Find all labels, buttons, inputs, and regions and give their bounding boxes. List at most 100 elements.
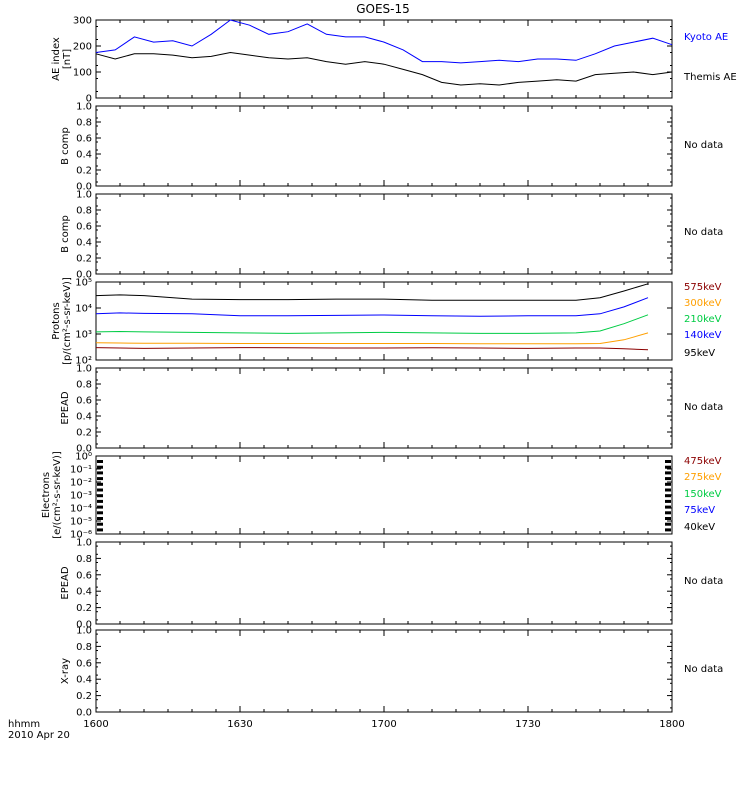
x-axis-corner-label: hhmm bbox=[8, 719, 40, 730]
protons-ylabel: Protons[p/(cm²-s-sr-keV)] bbox=[51, 277, 73, 365]
y-tick-label: 0 bbox=[86, 94, 92, 105]
y-tick-label: 0.2 bbox=[76, 691, 92, 702]
y-tick-label: 0.4 bbox=[76, 412, 92, 423]
epead-2-frame bbox=[95, 541, 673, 625]
y-tick-label: 0.6 bbox=[76, 134, 92, 145]
y-tick-label: 0.8 bbox=[76, 118, 92, 129]
b-comp-1-frame bbox=[95, 105, 673, 187]
legend-275kev-e: 275keV bbox=[684, 472, 722, 483]
x-axis-date: 2010 Apr 20 bbox=[8, 730, 70, 741]
electron-edge-marker-left bbox=[97, 477, 103, 481]
y-tick-label: 0.8 bbox=[76, 206, 92, 217]
b-comp-2-status: No data bbox=[684, 227, 723, 238]
y-tick-label: 10² bbox=[75, 356, 92, 367]
y-tick-label: 0.4 bbox=[76, 587, 92, 598]
y-tick-label: 300 bbox=[73, 16, 92, 27]
legend-95kev-p: 95keV bbox=[684, 348, 715, 359]
y-tick-label: 0.2 bbox=[76, 428, 92, 439]
epead-1-ylabel: EPEAD bbox=[60, 391, 71, 425]
legend-300kev-p: 300keV bbox=[684, 298, 722, 309]
electron-edge-marker-right bbox=[665, 460, 671, 463]
electron-edge-marker-right bbox=[665, 477, 671, 481]
epead-panel-1: EPEAD No data bbox=[60, 367, 723, 449]
ae-index-frame bbox=[95, 19, 673, 99]
x-ray-panel: X-ray No data bbox=[60, 629, 723, 713]
y-tick-label: 200 bbox=[73, 42, 92, 53]
b-comp-panel-1: B comp No data bbox=[60, 105, 723, 187]
y-tick-label: 10³ bbox=[75, 330, 92, 341]
electron-edge-marker-left bbox=[97, 460, 103, 463]
y-tick-label: 10⁻¹ bbox=[70, 465, 92, 476]
electron-edge-marker-left bbox=[97, 471, 103, 475]
y-tick-label: 10⁴ bbox=[75, 304, 92, 315]
electrons-panel: Electrons[e/(cm²-s-sr-keV)] 475keV 275ke… bbox=[41, 451, 722, 539]
epead-1-frame bbox=[95, 367, 673, 449]
legend-140kev-p: 140keV bbox=[684, 330, 722, 341]
series-line-themis-ae bbox=[95, 51, 673, 86]
electron-edge-marker-right bbox=[665, 471, 671, 475]
epead-1-status: No data bbox=[684, 402, 723, 413]
y-tick-label: 100 bbox=[73, 68, 92, 79]
legend-kyoto-ae: Kyoto AE bbox=[684, 32, 728, 43]
legend-575kev-p: 575keV bbox=[684, 282, 722, 293]
x-tick-label: 1630 bbox=[227, 719, 252, 730]
electron-edge-marker-right bbox=[665, 517, 671, 520]
electron-edge-marker-right bbox=[665, 488, 671, 492]
y-tick-label: 10⁻³ bbox=[70, 491, 92, 502]
y-tick-label: 0.4 bbox=[76, 150, 92, 161]
x-ray-ylabel: X-ray bbox=[60, 658, 71, 684]
electron-edge-marker-left bbox=[97, 517, 103, 520]
electron-edge-marker-left bbox=[97, 488, 103, 492]
series-line-95kev bbox=[95, 283, 649, 301]
electrons-ylabel: Electrons[e/(cm²-s-sr-keV)] bbox=[41, 451, 63, 539]
legend-210kev-p: 210keV bbox=[684, 314, 722, 325]
series-line-210kev bbox=[95, 314, 649, 334]
y-tick-label: 10⁻⁵ bbox=[70, 517, 92, 528]
y-tick-label: 1.0 bbox=[76, 626, 92, 637]
legend-themis-ae: Themis AE bbox=[683, 72, 737, 83]
y-tick-label: 0.8 bbox=[76, 380, 92, 391]
epead-panel-2: EPEAD No data bbox=[60, 541, 723, 625]
series-line-kyoto-ae bbox=[95, 19, 673, 64]
electron-edge-marker-right bbox=[665, 505, 671, 509]
x-ray-frame bbox=[95, 629, 673, 713]
legend-150kev-e: 150keV bbox=[684, 489, 722, 500]
b-comp-2-frame bbox=[95, 193, 673, 275]
electron-edge-marker-left bbox=[97, 511, 103, 515]
y-tick-label: 0.0 bbox=[76, 270, 92, 281]
series-line-575kev bbox=[95, 347, 649, 351]
x-tick-label: 1800 bbox=[659, 719, 684, 730]
b-comp-2-ylabel: B comp bbox=[60, 215, 71, 253]
y-tick-label: 1.0 bbox=[76, 364, 92, 375]
series-line-140kev bbox=[95, 297, 649, 317]
y-tick-label: 10⁻⁶ bbox=[70, 530, 92, 541]
y-tick-label: 0.0 bbox=[76, 444, 92, 455]
y-tick-label: 0.2 bbox=[76, 254, 92, 265]
electron-edge-marker-right bbox=[665, 522, 671, 526]
x-tick-label: 1600 bbox=[83, 719, 108, 730]
legend-75kev-e: 75keV bbox=[684, 505, 715, 516]
legend-475kev-e: 475keV bbox=[684, 456, 722, 467]
electron-edge-marker-right bbox=[665, 482, 671, 486]
y-tick-label: 1.0 bbox=[76, 102, 92, 113]
y-tick-label: 0.8 bbox=[76, 642, 92, 653]
y-tick-label: 0.6 bbox=[76, 222, 92, 233]
legend-40kev-e: 40keV bbox=[684, 522, 715, 533]
electron-edge-marker-left bbox=[97, 528, 103, 532]
y-tick-label: 0.0 bbox=[76, 182, 92, 193]
electrons-frame bbox=[95, 455, 673, 535]
ae-index-panel: AE index[nT] Kyoto AE Themis AE bbox=[51, 19, 737, 99]
electron-edge-marker-right bbox=[665, 499, 671, 503]
y-tick-label: 0.0 bbox=[76, 620, 92, 631]
epead-2-status: No data bbox=[684, 576, 723, 587]
electron-edge-marker-left bbox=[97, 499, 103, 503]
y-tick-label: 10⁵ bbox=[75, 278, 92, 289]
ae-index-ylabel: AE index[nT] bbox=[51, 37, 73, 81]
y-tick-label: 10⁰ bbox=[75, 452, 92, 463]
x-axis: hhmm 2010 Apr 20 bbox=[8, 719, 70, 741]
electron-edge-marker-right bbox=[665, 465, 671, 469]
b-comp-1-status: No data bbox=[684, 140, 723, 151]
y-tick-label: 0.6 bbox=[76, 396, 92, 407]
y-tick-label: 0.4 bbox=[76, 675, 92, 686]
